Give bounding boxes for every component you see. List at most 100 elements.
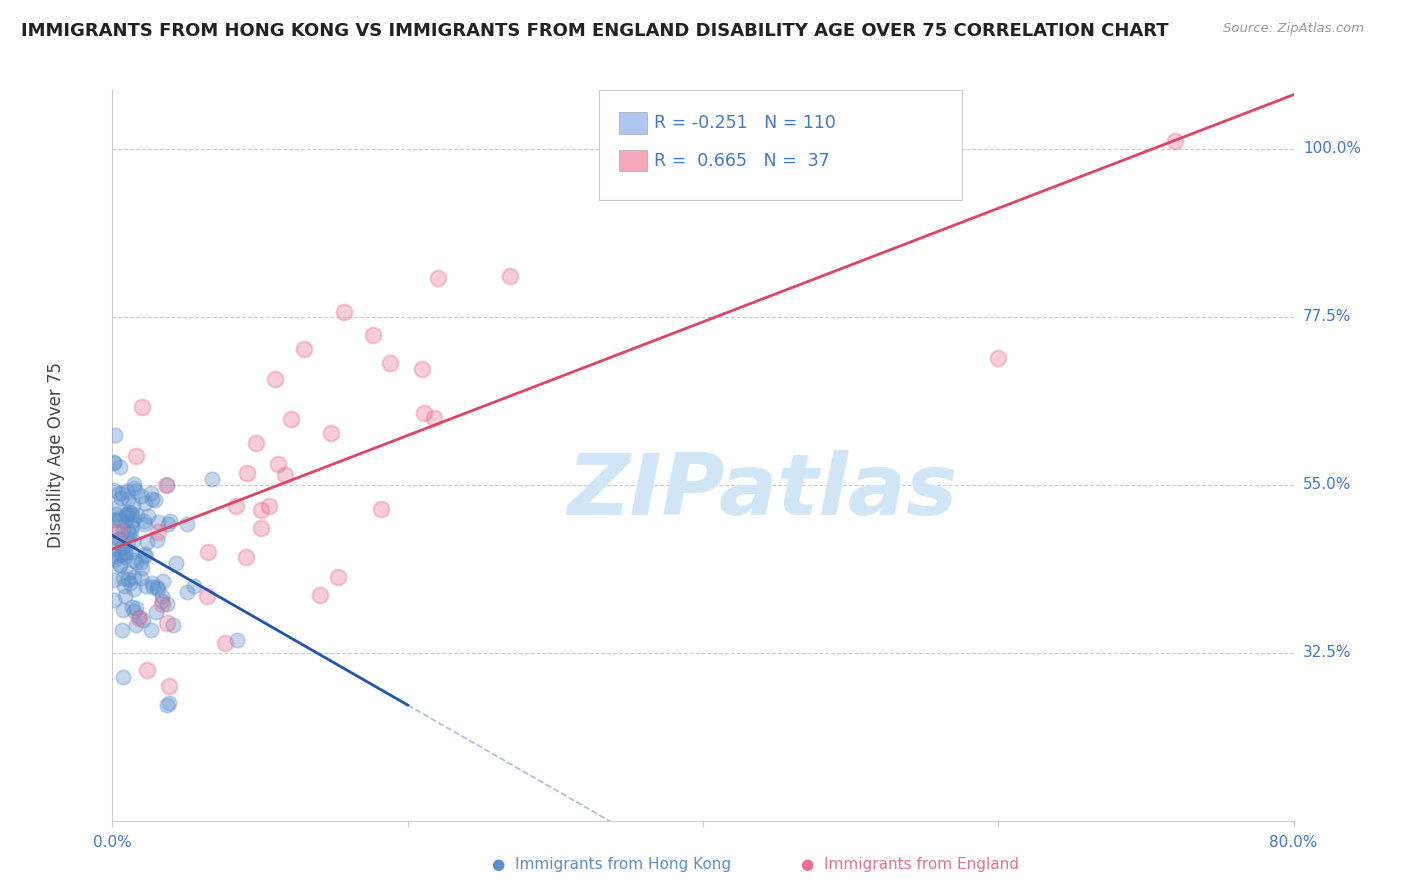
Point bbox=[111, 547, 134, 561]
Point bbox=[122, 570, 145, 584]
Point bbox=[117, 524, 139, 538]
Point bbox=[197, 544, 219, 558]
Point bbox=[333, 305, 356, 319]
Point bbox=[118, 505, 141, 519]
Point bbox=[150, 589, 173, 603]
Point bbox=[122, 552, 145, 566]
Text: IMMIGRANTS FROM HONG KONG VS IMMIGRANTS FROM ENGLAND DISABILITY AGE OVER 75 CORR: IMMIGRANTS FROM HONG KONG VS IMMIGRANTS … bbox=[21, 22, 1168, 40]
Point bbox=[225, 499, 247, 513]
Point bbox=[111, 524, 134, 538]
Point bbox=[117, 573, 139, 587]
Point bbox=[115, 508, 138, 523]
Point bbox=[141, 623, 163, 637]
Point bbox=[235, 549, 257, 564]
Point bbox=[125, 484, 148, 499]
Point bbox=[166, 556, 188, 570]
Text: Source: ZipAtlas.com: Source: ZipAtlas.com bbox=[1223, 22, 1364, 36]
Point bbox=[159, 514, 181, 528]
Point bbox=[110, 491, 132, 505]
Point bbox=[263, 372, 285, 386]
Point bbox=[124, 601, 146, 615]
Point bbox=[141, 576, 163, 591]
Point bbox=[308, 588, 330, 602]
Point bbox=[108, 486, 131, 500]
Point bbox=[114, 589, 136, 603]
Point bbox=[183, 579, 205, 593]
Point bbox=[103, 456, 125, 470]
Point bbox=[134, 496, 156, 510]
Point bbox=[112, 571, 135, 585]
Point bbox=[370, 502, 392, 516]
Point bbox=[136, 535, 159, 549]
Point bbox=[280, 412, 302, 426]
Point bbox=[125, 618, 148, 632]
Point bbox=[121, 599, 143, 614]
Point bbox=[115, 507, 138, 521]
Point bbox=[259, 499, 281, 513]
Point bbox=[131, 561, 153, 575]
Point bbox=[120, 545, 142, 559]
Point bbox=[121, 518, 143, 533]
Text: 32.5%: 32.5% bbox=[1303, 645, 1351, 660]
Point bbox=[122, 498, 145, 512]
Point bbox=[104, 427, 127, 442]
Point bbox=[108, 558, 131, 572]
Point bbox=[111, 540, 134, 554]
Point bbox=[135, 578, 157, 592]
Point bbox=[129, 572, 152, 586]
Point bbox=[141, 485, 163, 500]
Point bbox=[103, 455, 125, 469]
Point bbox=[427, 271, 450, 285]
Point bbox=[122, 604, 145, 618]
Point bbox=[413, 406, 436, 420]
Point bbox=[125, 508, 148, 522]
Point bbox=[176, 516, 198, 531]
Point bbox=[146, 533, 169, 548]
Point bbox=[131, 400, 153, 414]
Point bbox=[411, 362, 433, 376]
Point bbox=[103, 573, 125, 587]
Point bbox=[104, 549, 127, 563]
Point bbox=[117, 566, 139, 580]
Point bbox=[201, 472, 224, 486]
Point bbox=[162, 618, 184, 632]
Point bbox=[157, 679, 180, 693]
Point bbox=[121, 533, 143, 548]
Text: Disability Age Over 75: Disability Age Over 75 bbox=[46, 362, 65, 548]
Text: ZIPatlas: ZIPatlas bbox=[567, 450, 957, 533]
Point bbox=[236, 466, 259, 480]
Point bbox=[267, 457, 290, 471]
Point bbox=[134, 547, 156, 561]
Point bbox=[114, 545, 136, 559]
Point bbox=[103, 513, 125, 527]
Point bbox=[245, 436, 267, 450]
Point bbox=[136, 663, 159, 677]
Point bbox=[118, 525, 141, 540]
Point bbox=[121, 508, 143, 523]
Point bbox=[114, 514, 136, 528]
Point bbox=[274, 468, 297, 483]
Point bbox=[112, 603, 135, 617]
Point bbox=[111, 623, 134, 637]
Point bbox=[132, 516, 155, 531]
Point bbox=[124, 481, 146, 495]
Text: R = -0.251   N = 110: R = -0.251 N = 110 bbox=[654, 114, 835, 132]
Point bbox=[129, 489, 152, 503]
Point bbox=[361, 328, 384, 343]
Point bbox=[156, 598, 179, 612]
Point bbox=[132, 613, 155, 627]
Point bbox=[118, 575, 141, 590]
Text: ●  Immigrants from England: ● Immigrants from England bbox=[801, 857, 1019, 872]
Text: 77.5%: 77.5% bbox=[1303, 310, 1351, 325]
Point bbox=[114, 546, 136, 560]
Point bbox=[120, 524, 142, 539]
Point bbox=[142, 580, 165, 594]
Point bbox=[104, 552, 127, 566]
Point bbox=[115, 484, 138, 499]
Point bbox=[122, 582, 145, 597]
Point bbox=[108, 512, 131, 526]
Point bbox=[107, 533, 129, 547]
Point bbox=[108, 558, 131, 572]
Point bbox=[117, 534, 139, 549]
Point bbox=[103, 524, 125, 538]
